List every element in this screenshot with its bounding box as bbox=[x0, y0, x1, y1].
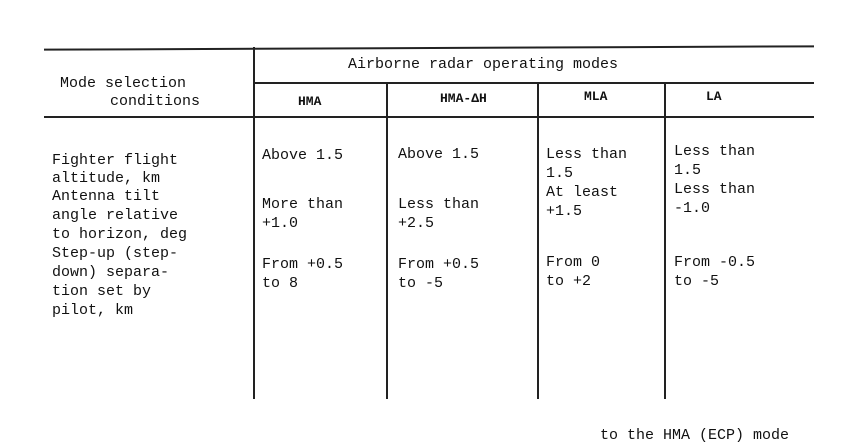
cell: Above 1.5 bbox=[262, 147, 344, 164]
cell: to -5 bbox=[674, 273, 720, 290]
cell: +1.5 bbox=[546, 203, 583, 220]
mode-header-hma: HMA bbox=[298, 94, 322, 109]
cell: From 0 bbox=[546, 254, 601, 271]
group-header: Airborne radar operating modes bbox=[348, 56, 619, 73]
cell: 1.5 bbox=[546, 165, 574, 182]
cell: From +0.5 bbox=[262, 256, 344, 273]
mode-header-mla: MLA bbox=[584, 89, 608, 104]
row-header: Mode selection bbox=[60, 75, 187, 92]
cell: Less than bbox=[674, 181, 756, 198]
cell: +1.0 bbox=[262, 215, 299, 232]
cell: Less than bbox=[546, 146, 628, 163]
cell: 1.5 bbox=[674, 162, 702, 179]
header-bottom-rule bbox=[44, 116, 814, 118]
mode-header-la: LA bbox=[706, 89, 722, 104]
cell: Less than bbox=[674, 143, 756, 160]
condition-text: Fighter flight bbox=[52, 152, 179, 169]
row-header: conditions bbox=[110, 93, 201, 110]
condition-text: to horizon, deg bbox=[52, 226, 188, 243]
condition-text: angle relative bbox=[52, 207, 179, 224]
condition-text: pilot, km bbox=[52, 302, 134, 319]
column-divider bbox=[253, 47, 255, 399]
footer-text-partial: to the HMA (ECP) mode bbox=[600, 427, 790, 444]
cell: Above 1.5 bbox=[398, 146, 480, 163]
cell: Less than bbox=[398, 196, 480, 213]
cell: to 8 bbox=[262, 275, 299, 292]
column-divider bbox=[537, 83, 539, 399]
cell: to +2 bbox=[546, 273, 592, 290]
column-divider bbox=[664, 83, 666, 399]
cell: From -0.5 bbox=[674, 254, 756, 271]
condition-text: down) separa- bbox=[52, 264, 170, 281]
column-divider bbox=[386, 83, 388, 399]
cell: More than bbox=[262, 196, 344, 213]
cell: +2.5 bbox=[398, 215, 435, 232]
condition-text: altitude, km bbox=[52, 170, 161, 187]
mode-header-hma-dh: HMA-ΔH bbox=[440, 91, 487, 106]
cell: -1.0 bbox=[674, 200, 711, 217]
cell: At least bbox=[546, 184, 619, 201]
condition-text: Antenna tilt bbox=[52, 188, 161, 205]
cell: From +0.5 bbox=[398, 256, 480, 273]
condition-text: Step-up (step- bbox=[52, 245, 179, 262]
condition-text: tion set by bbox=[52, 283, 152, 300]
cell: to -5 bbox=[398, 275, 444, 292]
table-top-rule bbox=[43, 45, 815, 51]
group-header-rule bbox=[254, 82, 814, 84]
